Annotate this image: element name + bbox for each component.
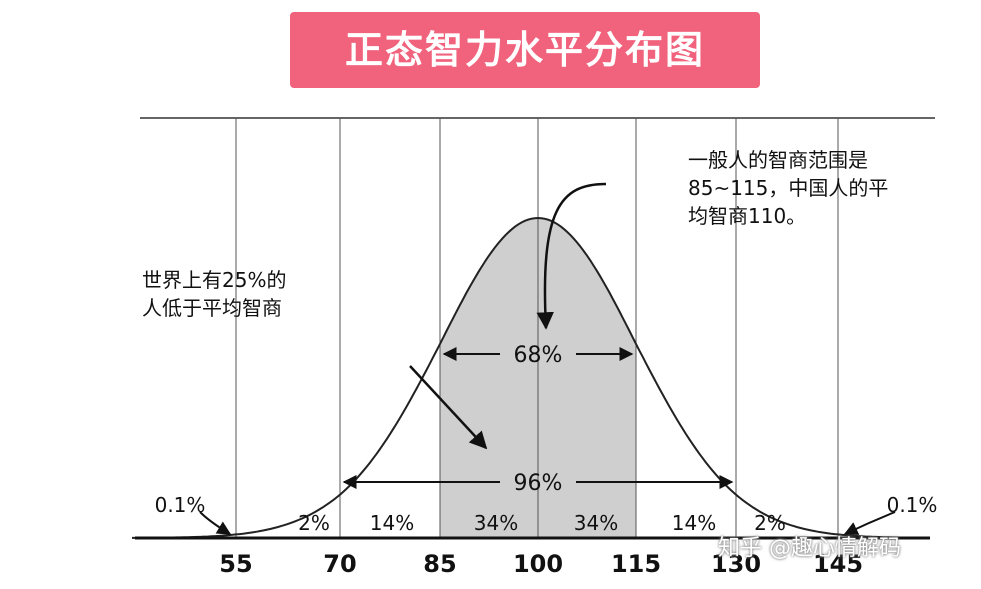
note-line: 一般人的智商范围是 <box>688 148 868 172</box>
range-label-85-115: 68% <box>514 343 563 368</box>
x-tick-label-145: 145 <box>813 550 863 578</box>
bell-curve <box>132 216 906 539</box>
note-right-arrow <box>536 182 607 330</box>
x-tick-label-70: 70 <box>323 550 356 578</box>
watermark: 知乎 @趣心情解码 <box>718 536 901 561</box>
note-average-iq: 一般人的智商范围是 85~115，中国人的平 均智商110。 <box>688 146 928 230</box>
segment-label-70-85: 14% <box>370 511 414 535</box>
segment-label-130-145: 2% <box>754 511 786 535</box>
note-line: 世界上有25%的 <box>142 268 287 292</box>
segment-label-145-155: 0.1% <box>887 493 938 517</box>
note-line: 人低于平均智商 <box>142 296 282 320</box>
segment-label-85-100: 34% <box>474 511 518 535</box>
x-tick-label-130: 130 <box>711 550 761 578</box>
note-left-arrow <box>409 365 488 450</box>
x-tick-label-55: 55 <box>219 550 252 578</box>
x-tick-label-100: 100 <box>513 550 563 578</box>
tail-left-arrow <box>199 511 232 535</box>
segment-label-55-70: 2% <box>298 511 330 535</box>
range-label-70-130: 96% <box>514 471 563 496</box>
x-tick-label-85: 85 <box>423 550 456 578</box>
segment-label-40-55: 0.1% <box>155 493 206 517</box>
title-banner <box>284 12 766 88</box>
segment-label-115-130: 14% <box>672 511 716 535</box>
x-tick-label-115: 115 <box>611 550 661 578</box>
page-title: 正态智力水平分布图 <box>344 28 705 72</box>
note-below-average: 世界上有25%的 人低于平均智商 <box>142 266 332 322</box>
note-line: 均智商110。 <box>688 204 807 228</box>
tail-right-arrow <box>843 511 896 535</box>
segment-label-100-115: 34% <box>574 511 618 535</box>
note-line: 85~115，中国人的平 <box>688 176 889 200</box>
